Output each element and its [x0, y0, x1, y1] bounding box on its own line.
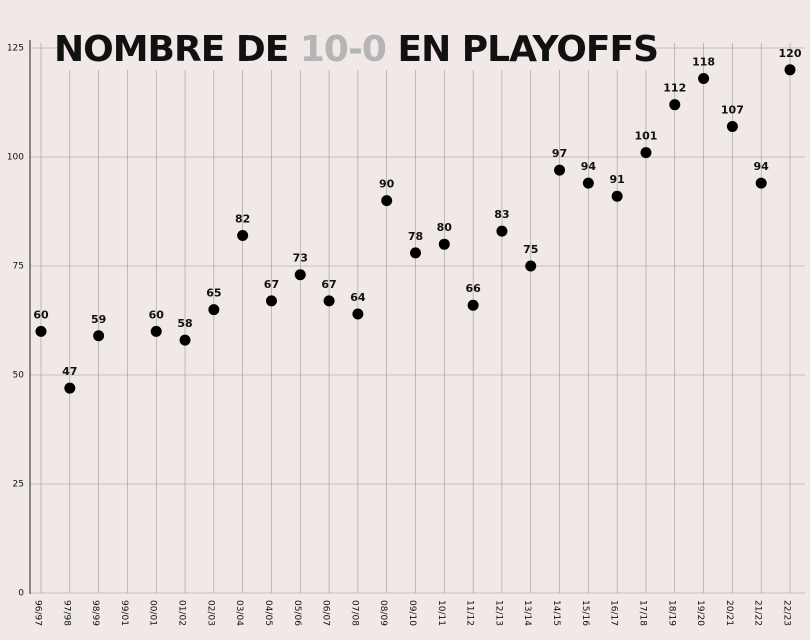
- value-label: 66: [465, 282, 481, 295]
- title-part: NOMBRE DE: [54, 29, 288, 70]
- x-tick-label: 11/12: [465, 600, 475, 626]
- value-label: 73: [293, 252, 308, 265]
- dot: [669, 99, 681, 111]
- dot: [698, 73, 710, 85]
- x-tick-label: 16/17: [609, 600, 619, 626]
- value-label: 120: [779, 47, 802, 60]
- x-tick-label: 99/01: [119, 600, 129, 626]
- y-tick-label: 100: [7, 153, 24, 163]
- y-tick-label: 0: [18, 589, 24, 599]
- x-tick-label: 05/06: [292, 600, 302, 626]
- value-label: 82: [235, 212, 250, 225]
- dot: [265, 295, 277, 307]
- dot: [323, 295, 335, 307]
- x-tick-label: 21/22: [753, 600, 763, 626]
- chart-title: NOMBRE DE 10-0 EN PLAYOFFS: [54, 29, 658, 70]
- value-label: 118: [692, 56, 715, 69]
- y-tick-label: 50: [13, 371, 25, 381]
- x-tick-label: 20/21: [724, 600, 734, 626]
- x-tick-label: 97/98: [61, 600, 71, 626]
- x-tick-label: 19/20: [695, 600, 705, 626]
- x-tick-label: 00/01: [148, 600, 158, 626]
- dot: [352, 308, 364, 320]
- dot: [467, 299, 479, 311]
- x-tick-label: 12/13: [493, 600, 503, 626]
- dot: [208, 304, 220, 316]
- dot: [726, 120, 738, 132]
- x-tick-label: 03/04: [234, 600, 244, 626]
- x-tick-label: 08/09: [378, 600, 388, 626]
- value-label: 83: [494, 208, 509, 221]
- value-label: 60: [33, 308, 49, 321]
- dot: [640, 147, 652, 159]
- value-label: 80: [437, 221, 453, 234]
- dot: [784, 64, 796, 76]
- x-tick-label: 17/18: [637, 600, 647, 626]
- dot: [150, 325, 162, 337]
- x-tick-label: 09/10: [407, 600, 417, 626]
- dot: [755, 177, 767, 189]
- y-tick-label: 75: [13, 262, 24, 272]
- x-tick-label: 18/19: [666, 600, 676, 626]
- dot: [582, 177, 594, 189]
- value-label: 91: [609, 173, 624, 186]
- dot: [294, 269, 306, 281]
- y-tick-label: 25: [13, 480, 24, 490]
- dot: [64, 382, 76, 394]
- value-label: 94: [581, 160, 597, 173]
- value-label: 64: [350, 291, 366, 304]
- dot: [35, 325, 47, 337]
- x-tick-label: 14/15: [551, 600, 561, 626]
- value-label: 78: [408, 230, 423, 243]
- x-tick-label: 13/14: [522, 600, 532, 626]
- value-label: 58: [177, 317, 192, 330]
- value-label: 75: [523, 243, 538, 256]
- x-tick-label: 98/99: [90, 600, 100, 626]
- dot: [438, 238, 450, 250]
- value-label: 107: [721, 103, 744, 116]
- x-tick-label: 15/16: [580, 600, 590, 626]
- dot: [525, 260, 537, 272]
- title-backdrop: [62, 28, 650, 70]
- x-tick-label: 07/08: [349, 600, 359, 626]
- dot: [237, 229, 249, 241]
- value-label: 97: [552, 147, 567, 160]
- dot: [93, 330, 105, 342]
- value-label: 112: [663, 82, 686, 95]
- value-label: 67: [321, 278, 336, 291]
- x-tick-label: 06/07: [321, 600, 331, 626]
- title-highlight: 10-0: [300, 29, 386, 70]
- value-label: 60: [149, 308, 165, 321]
- dot: [496, 225, 508, 237]
- value-label: 65: [206, 287, 221, 300]
- x-tick-label: 10/11: [436, 600, 446, 626]
- value-label: 90: [379, 178, 395, 191]
- value-label: 59: [91, 313, 106, 326]
- value-label: 101: [634, 130, 657, 143]
- y-tick-label: 125: [7, 44, 24, 54]
- value-label: 47: [62, 365, 77, 378]
- dot: [179, 334, 191, 346]
- value-label: 67: [264, 278, 279, 291]
- x-tick-label: 01/02: [177, 600, 187, 626]
- dot: [410, 247, 421, 259]
- x-tick-label: 96/97: [33, 600, 43, 626]
- x-tick-label: 04/05: [263, 600, 273, 626]
- x-tick-label: 02/03: [205, 600, 215, 626]
- value-label: 94: [754, 160, 770, 173]
- dot: [554, 164, 566, 176]
- title-part: EN PLAYOFFS: [398, 29, 659, 70]
- x-tick-label: 22/23: [782, 600, 792, 626]
- dot: [611, 190, 623, 202]
- dot: [381, 195, 393, 207]
